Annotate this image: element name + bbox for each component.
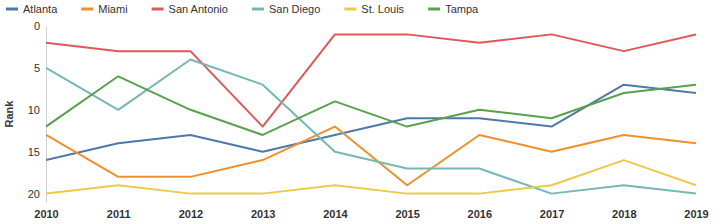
x-tick: 2015 [395, 202, 419, 220]
x-tick-label: 2016 [468, 208, 492, 220]
y-tick-label: 0 [34, 20, 40, 32]
series-line [46, 60, 696, 194]
legend-item: San Diego [252, 3, 320, 15]
legend-swatch [252, 8, 264, 11]
legend-swatch [428, 8, 440, 11]
x-tick-label: 2014 [323, 208, 348, 220]
x-tick-label: 2010 [34, 208, 58, 220]
legend-item: Tampa [428, 3, 479, 15]
chart: 2010201120122013201420152016201720182019… [0, 0, 720, 224]
x-tick-label: 2019 [684, 208, 708, 220]
lines [46, 34, 696, 193]
y-tick-label: 15 [28, 146, 40, 158]
x-axis: 2010 2011 2012 2013 2014 2015 2016 2017 2018 2019 [34, 202, 708, 220]
series-line [46, 34, 696, 126]
y-tick-label: 5 [34, 62, 40, 74]
legend-label: Atlanta [23, 3, 58, 15]
legend-item: Atlanta [6, 3, 58, 15]
y-axis: 0 5 10 15 20 [28, 20, 47, 202]
y-tick-label: 20 [28, 188, 40, 200]
x-tick-label: 2018 [612, 208, 636, 220]
legend-swatch [6, 8, 18, 11]
legend-label: San Antonio [169, 3, 228, 15]
legend-item: Miami [81, 3, 127, 15]
x-tick-label: 2012 [179, 208, 203, 220]
x-tick: 2014 [323, 202, 348, 220]
x-tick: 2017 [540, 202, 564, 220]
legend: Atlanta Miami San Antonio San Diego St. Loui… [6, 3, 479, 15]
series-line [46, 76, 696, 135]
x-tick-label: 2013 [251, 208, 275, 220]
legend-item: San Antonio [152, 3, 228, 15]
y-tick-label: 10 [28, 104, 40, 116]
x-tick: 2019 [684, 202, 708, 220]
y-tick: 0 [34, 20, 46, 32]
y-axis-title: Rank [3, 100, 15, 128]
legend-swatch [152, 8, 164, 11]
x-tick-label: 2011 [107, 208, 131, 220]
y-axis-line [46, 27, 47, 203]
x-tick: 2011 [107, 202, 131, 220]
series-line [46, 127, 696, 186]
y-tick: 15 [28, 146, 46, 158]
plot: 2010201120122013201420152016201720182019… [28, 20, 709, 220]
legend-label: Miami [98, 3, 127, 15]
x-tick: 2012 [179, 202, 203, 220]
x-tick-label: 2017 [540, 208, 564, 220]
legend-label: San Diego [269, 3, 320, 15]
y-tick: 10 [28, 104, 46, 116]
x-tick-label: 2015 [395, 208, 419, 220]
x-tick: 2016 [468, 202, 492, 220]
series-line [46, 85, 696, 160]
legend-item: St. Louis [344, 3, 404, 15]
legend-label: Tampa [445, 3, 479, 15]
legend-swatch [344, 8, 356, 11]
x-tick: 2018 [612, 202, 636, 220]
legend-swatch [81, 8, 93, 11]
y-tick: 20 [28, 188, 46, 200]
x-tick: 2013 [251, 202, 275, 220]
series-line [46, 160, 696, 194]
legend-label: St. Louis [361, 3, 404, 15]
y-tick: 5 [34, 62, 46, 74]
x-tick: 2010 [34, 202, 58, 220]
